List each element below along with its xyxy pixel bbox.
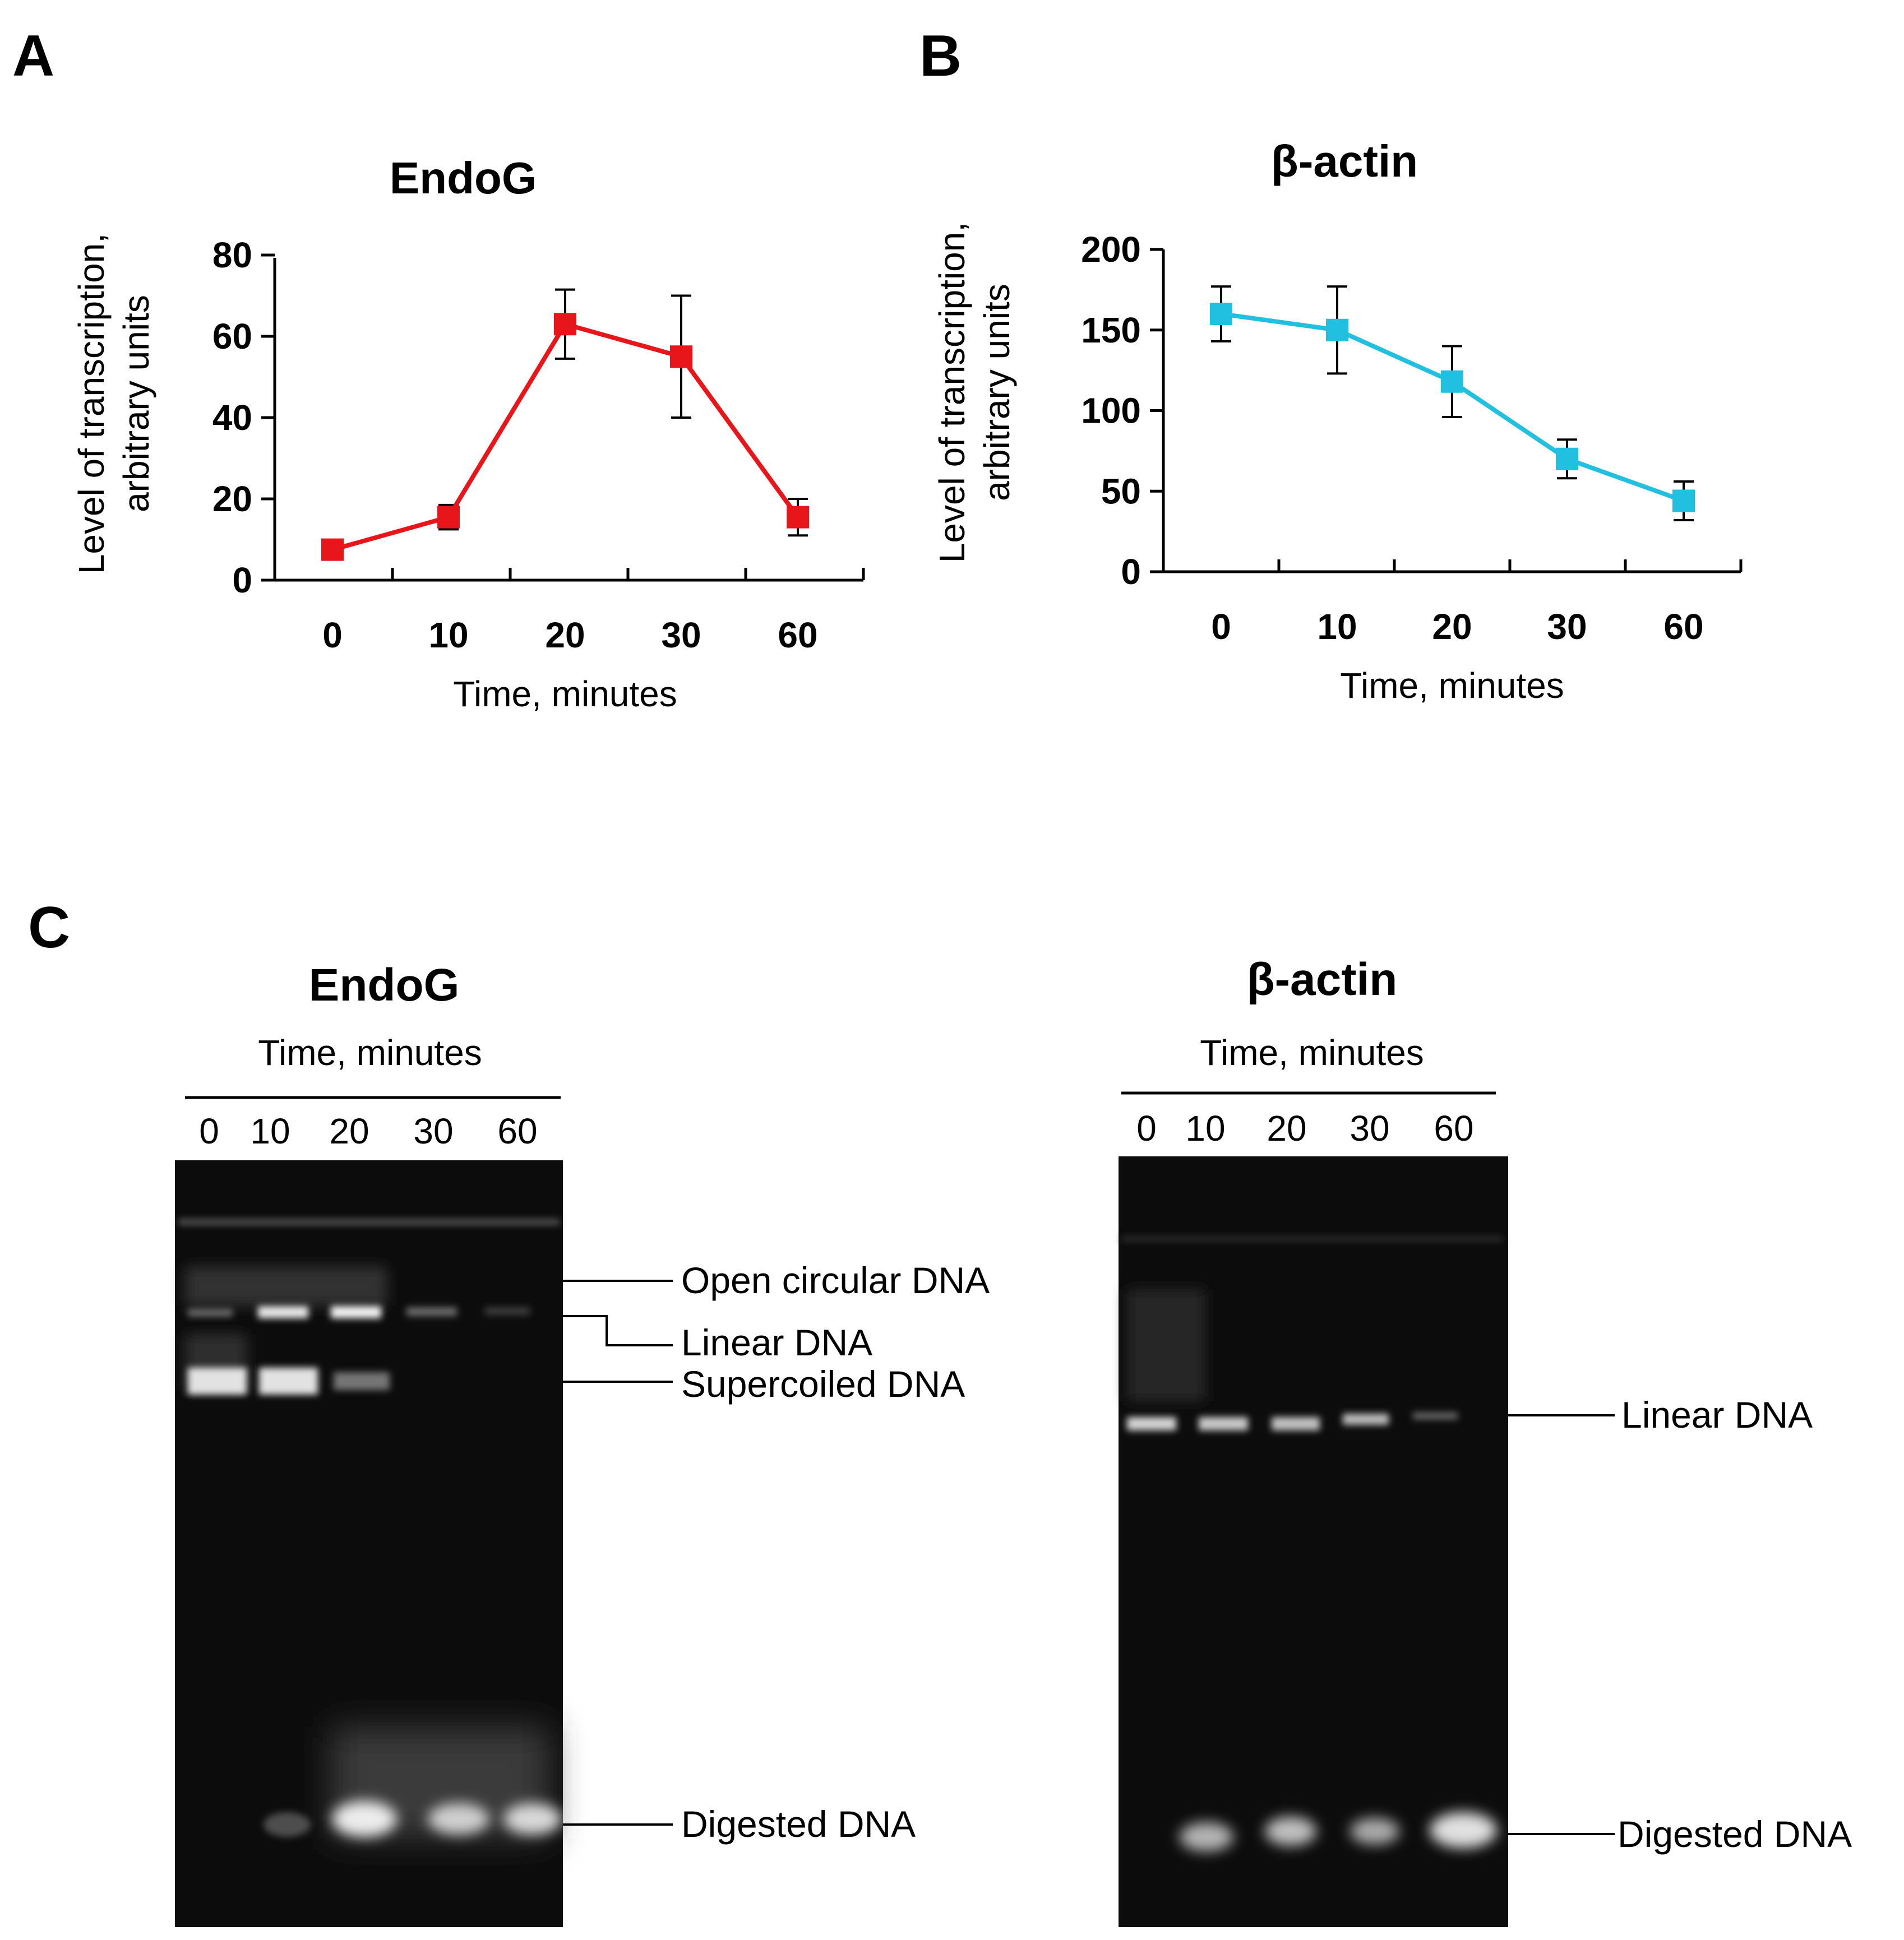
y-tick-label: 0 <box>1121 552 1141 592</box>
gel-bands <box>178 1219 562 1839</box>
gel-subtitle: Time, minutes <box>258 1032 482 1073</box>
data-point <box>1210 303 1232 325</box>
lane-label: 60 <box>497 1111 537 1151</box>
leader-line <box>563 1315 673 1346</box>
lane-label: 10 <box>1185 1108 1225 1149</box>
chart-title: EndoG <box>390 153 537 203</box>
y-axis-label-line-2: arbitrary units <box>977 284 1017 501</box>
band <box>188 1368 247 1395</box>
band <box>264 1812 311 1837</box>
band-label-supercoiled: Supercoiled DNA <box>681 1363 965 1405</box>
band <box>332 1801 397 1837</box>
y-axis-label: Level of transcription, arbitrary units <box>71 233 156 574</box>
band <box>188 1309 233 1317</box>
band-label-digested: Digested DNA <box>681 1803 916 1845</box>
gel-endog: EndoG Time, minutes 0 10 20 30 60 <box>175 960 990 1927</box>
data-point <box>437 506 460 529</box>
x-tick-label: 20 <box>545 615 585 655</box>
lane-label: 30 <box>1350 1108 1389 1149</box>
band <box>503 1803 562 1835</box>
smear <box>185 1267 387 1306</box>
band <box>258 1306 308 1318</box>
x-tick-label: 10 <box>1317 606 1357 647</box>
lane-label: 0 <box>1136 1108 1157 1149</box>
y-tick-label: 20 <box>212 479 252 519</box>
data-point <box>1556 447 1578 470</box>
band <box>428 1803 489 1835</box>
band-label-linear: Linear DNA <box>681 1322 872 1363</box>
data-point <box>321 538 344 561</box>
x-axis-label: Time, minutes <box>1340 665 1564 706</box>
data-point <box>1441 370 1463 393</box>
y-axis-label-line-1: Level of transcription, <box>71 233 112 574</box>
band-label-open-circular: Open circular DNA <box>681 1260 990 1301</box>
gel-title: EndoG <box>309 960 460 1011</box>
smear <box>1127 1289 1205 1401</box>
band <box>331 1306 381 1318</box>
lane-label: 20 <box>1267 1108 1306 1149</box>
panel-letter-a: A <box>12 24 54 89</box>
band <box>1180 1822 1233 1851</box>
data-point <box>670 345 692 368</box>
band <box>259 1368 318 1395</box>
band-label-linear: Linear DNA <box>1621 1394 1813 1436</box>
band <box>485 1307 530 1315</box>
x-tick-label: 20 <box>1432 606 1472 647</box>
y-tick-label: 200 <box>1081 229 1141 270</box>
band <box>1199 1417 1248 1430</box>
gel-subtitle: Time, minutes <box>1200 1032 1424 1073</box>
band <box>1413 1413 1458 1419</box>
x-tick-label: 30 <box>661 615 701 655</box>
y-tick-label: 100 <box>1081 391 1141 431</box>
y-tick-label: 0 <box>232 560 252 600</box>
band <box>1350 1818 1399 1845</box>
gel-beta-actin: β-actin Time, minutes 0 10 20 30 60 Line… <box>1119 954 1852 1927</box>
band <box>1272 1417 1320 1430</box>
chart-beta-actin: β-actin Level of transcription, arbitrar… <box>932 136 1743 706</box>
well-band <box>1121 1236 1503 1242</box>
y-axis-label-line-1: Level of transcription, <box>932 222 972 563</box>
data-point <box>1672 489 1695 512</box>
y-tick-label: 80 <box>212 235 252 275</box>
well-band <box>178 1219 560 1225</box>
band <box>334 1372 390 1390</box>
chart-endog: EndoG Level of transcription, arbitrary … <box>71 153 865 714</box>
data-point <box>1326 318 1348 341</box>
band <box>1265 1817 1316 1846</box>
band-label-digested: Digested DNA <box>1618 1813 1852 1855</box>
y-axis-label-line-2: arbitrary units <box>116 295 156 512</box>
panel-letter-b: B <box>919 24 962 89</box>
y-axis-label: Level of transcription, arbitrary units <box>932 222 1017 563</box>
lane-label: 30 <box>413 1111 453 1151</box>
x-axis-label: Time, minutes <box>453 674 677 714</box>
x-tick-label: 0 <box>322 615 343 655</box>
band <box>1430 1812 1497 1848</box>
data-point <box>787 506 809 529</box>
lane-label: 10 <box>250 1111 290 1151</box>
y-tick-label: 150 <box>1081 310 1141 350</box>
data-point <box>554 313 576 336</box>
panel-letter-c: C <box>28 895 70 960</box>
y-tick-label: 60 <box>212 316 252 356</box>
gel-title: β-actin <box>1247 954 1398 1005</box>
x-tick-label: 60 <box>1663 606 1703 647</box>
y-tick-label: 50 <box>1101 471 1141 511</box>
x-tick-label: 30 <box>1547 606 1587 647</box>
gel-image <box>1119 1156 1508 1927</box>
x-tick-label: 60 <box>778 615 817 655</box>
gel-bands <box>1121 1236 1503 1851</box>
band <box>406 1307 457 1316</box>
x-tick-label: 0 <box>1211 606 1231 647</box>
band <box>1343 1414 1389 1425</box>
lane-label: 60 <box>1434 1108 1473 1149</box>
y-tick-label: 40 <box>212 397 252 438</box>
x-tick-label: 10 <box>428 615 468 655</box>
chart-title: β-actin <box>1271 136 1418 186</box>
lane-label: 0 <box>199 1111 219 1151</box>
band <box>1127 1417 1176 1430</box>
lane-label: 20 <box>329 1111 369 1151</box>
